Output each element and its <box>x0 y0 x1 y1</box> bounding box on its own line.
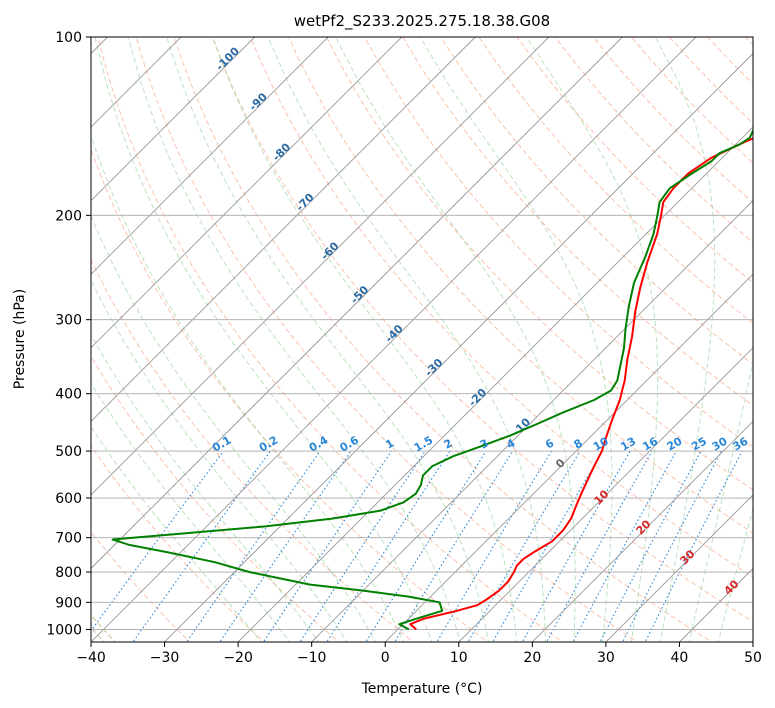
dry-adiabat <box>326 37 753 491</box>
moist-adiabat <box>525 37 659 642</box>
mixing-ratio-label: 20 <box>665 434 685 453</box>
isotherm-lines <box>91 37 753 642</box>
dry-adiabat <box>707 37 753 85</box>
isotherm-line <box>384 273 753 642</box>
dry-adiabat <box>173 37 713 642</box>
y-tick-label: 300 <box>55 313 82 329</box>
moist-adiabat <box>94 37 433 642</box>
y-axis-label: Pressure (hPa) <box>12 289 28 389</box>
mixing-ratio-line <box>219 450 352 642</box>
isotherm-line <box>532 420 753 642</box>
dry-adiabat <box>516 37 753 284</box>
x-tick-label: 10 <box>450 650 468 666</box>
isotherm-line <box>91 37 329 275</box>
x-axis-ticks: −40 −30 −20 −10 0 10 20 30 40 50 <box>76 642 762 666</box>
dry-adiabat <box>478 37 753 324</box>
chart-title: wetPf2_S233.2025.275.18.38.G08 <box>294 12 550 31</box>
moist-adiabat <box>91 333 320 642</box>
mixing-ratio-line <box>644 450 743 642</box>
dewpoint-profile <box>111 128 753 631</box>
isotherm-label: -90 <box>247 90 270 113</box>
mixing-ratio-label: 2 <box>442 437 455 452</box>
dry-adiabat <box>554 37 753 244</box>
moist-adiabat <box>717 507 753 642</box>
dry-adiabat <box>91 355 340 642</box>
plot-frame <box>90 36 754 643</box>
dry-adiabat <box>91 445 265 642</box>
isotherm-line <box>91 37 403 349</box>
moist-adiabat-label: 30 <box>678 547 698 567</box>
moist-adiabat <box>91 382 291 642</box>
dry-adiabat <box>440 37 753 365</box>
moist-adiabat-label: 20 <box>634 517 654 537</box>
isotherm-label: -100 <box>213 44 242 73</box>
mixing-ratio-line <box>467 450 581 642</box>
x-tick-label: −40 <box>76 650 106 666</box>
y-tick-label: 200 <box>55 208 82 224</box>
mixing-ratio-label: 16 <box>640 434 660 453</box>
moist-adiabat <box>166 37 489 642</box>
x-axis-label: Temperature (°C) <box>361 681 483 697</box>
dry-adiabat <box>287 37 753 534</box>
moist-adiabat-label: 10 <box>592 487 612 507</box>
x-tick-label: −10 <box>297 650 327 666</box>
isotherm-line <box>679 567 753 642</box>
pressure-gridlines <box>91 214 753 630</box>
isotherm-label: -30 <box>422 356 445 379</box>
dry-adiabat <box>745 37 753 46</box>
isotherm-line <box>164 52 753 642</box>
moist-adiabat <box>91 279 348 642</box>
isotherm-line <box>91 37 623 570</box>
isotherm-labels: -100-90-80-70-60-50-40-30-20-10 <box>213 44 533 438</box>
y-tick-label: 100 <box>55 30 82 46</box>
isotherm-line <box>91 37 255 202</box>
isotherm-label: -40 <box>383 322 406 345</box>
y-tick-label: 400 <box>55 387 82 403</box>
moist-adiabat <box>267 37 546 642</box>
isotherm-label: -70 <box>293 190 316 213</box>
y-tick-label: 1000 <box>46 622 82 638</box>
isotherm-line <box>237 126 753 642</box>
isotherm-line <box>752 641 753 642</box>
mixing-ratio-line <box>326 450 451 642</box>
isotherm-label: -20 <box>466 386 489 409</box>
moist-adiabat-label: 40 <box>722 577 742 597</box>
moist-adiabat <box>91 133 405 642</box>
isotherm-line <box>605 494 753 642</box>
x-tick-label: −20 <box>223 650 253 666</box>
x-tick-label: 30 <box>597 650 615 666</box>
dry-adiabat <box>364 37 753 449</box>
dry-adiabat <box>402 37 753 407</box>
moist-adiabat <box>212 37 518 642</box>
y-tick-label: 900 <box>55 595 82 611</box>
x-tick-label: −30 <box>150 650 180 666</box>
sounding-profiles <box>111 128 753 631</box>
y-tick-label: 600 <box>55 491 82 507</box>
mixing-ratio-line <box>91 450 224 632</box>
y-tick-label: 800 <box>55 565 82 581</box>
moist-adiabat <box>91 426 262 642</box>
y-tick-label: 700 <box>55 531 82 547</box>
x-tick-label: 50 <box>744 650 762 666</box>
x-tick-label: 0 <box>381 650 390 666</box>
dry-adiabat <box>97 37 564 642</box>
x-tick-label: 40 <box>671 650 689 666</box>
dry-adiabat <box>91 148 489 642</box>
isotherm-label: -60 <box>318 239 341 262</box>
isotherm-line <box>311 200 753 642</box>
x-tick-label: 20 <box>523 650 541 666</box>
isotherm-label: -80 <box>270 140 293 163</box>
isotherm-line <box>458 347 753 642</box>
mixing-ratio-label: 4 <box>504 436 517 451</box>
isotherm-line <box>91 37 550 496</box>
isotherm-label: -50 <box>348 283 371 306</box>
moist-adiabat <box>688 360 753 642</box>
isotherm-line <box>91 37 697 642</box>
mixing-ratio-label: 6 <box>543 436 556 451</box>
y-tick-label: 500 <box>55 444 82 460</box>
isotherm-line <box>91 37 476 422</box>
y-axis-ticks: 100 200 300 400 500 600 700 800 900 1000 <box>46 30 91 638</box>
moist-adiabat <box>419 37 613 642</box>
